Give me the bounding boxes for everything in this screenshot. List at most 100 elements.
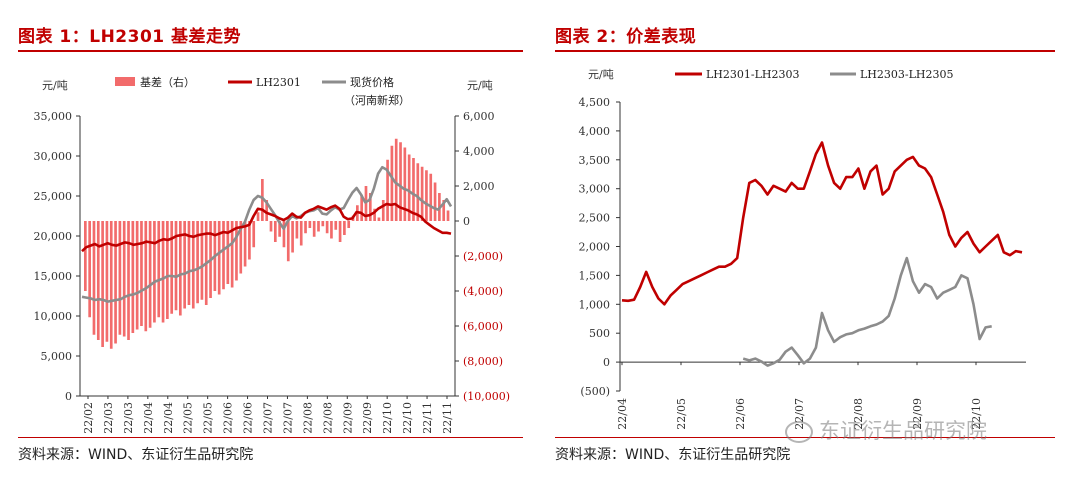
basis-bar bbox=[416, 163, 420, 221]
basis-bar bbox=[412, 158, 415, 221]
source-note: 资料来源：WIND、东证衍生品研究院 bbox=[18, 447, 254, 463]
basis-bar bbox=[304, 221, 307, 234]
watermark-text: 东证衍生品研究院 bbox=[819, 419, 987, 443]
basis-bar bbox=[235, 221, 238, 281]
basis-bar bbox=[312, 221, 316, 237]
x-tick-label: 22/05 bbox=[675, 398, 688, 430]
basis-bar bbox=[161, 221, 165, 323]
spread-2301-2303-line bbox=[621, 141, 1023, 306]
y-tick-label: 0 bbox=[603, 356, 610, 369]
basis-bar bbox=[105, 221, 109, 342]
chart-title: 图表 1：LH2301 基差走势 bbox=[18, 27, 242, 47]
basis-bar bbox=[330, 221, 333, 239]
x-tick-label: 22/09 bbox=[361, 402, 374, 434]
basis-bar bbox=[101, 221, 104, 347]
y-tick-label: 3,000 bbox=[579, 183, 611, 196]
y-tick-label: 1,000 bbox=[579, 298, 611, 311]
x-tick-label: 22/04 bbox=[616, 398, 629, 430]
basis-bar bbox=[446, 210, 450, 221]
y-tick-label-right: (10,000) bbox=[463, 390, 510, 403]
spread-2303-2305-line bbox=[742, 256, 992, 367]
y-tick-label-left: 5,000 bbox=[41, 350, 73, 363]
basis-bar bbox=[386, 159, 389, 221]
basis-bar bbox=[191, 221, 195, 309]
lh2301-line bbox=[81, 202, 452, 253]
y-tick-label-right: (4,000) bbox=[463, 285, 503, 298]
basis-bar bbox=[308, 221, 312, 228]
spot-price-line bbox=[81, 165, 453, 303]
x-tick-label: 22/07 bbox=[281, 402, 294, 434]
basis-bar bbox=[368, 193, 372, 221]
x-tick-label: 22/11 bbox=[441, 402, 454, 434]
basis-bar bbox=[183, 221, 186, 309]
basis-bar bbox=[295, 221, 299, 239]
legend-label-lh2301: LH2301 bbox=[256, 76, 301, 89]
y-tick-label-right: 6,000 bbox=[463, 110, 495, 123]
basis-bar bbox=[381, 200, 385, 221]
basis-bar bbox=[88, 221, 91, 318]
basis-bar bbox=[347, 221, 351, 228]
basis-bar bbox=[420, 166, 424, 221]
basis-bar bbox=[153, 221, 156, 323]
basis-bar bbox=[429, 173, 433, 221]
x-tick-label: 22/04 bbox=[142, 402, 155, 434]
basis-bar bbox=[360, 194, 364, 221]
y-tick-label-right: (8,000) bbox=[463, 355, 503, 368]
basis-bar bbox=[174, 221, 178, 311]
y-tick-label: 3,500 bbox=[579, 154, 611, 167]
basis-bar bbox=[248, 221, 251, 260]
basis-bar bbox=[96, 221, 100, 340]
basis-bar bbox=[217, 221, 221, 295]
basis-bar bbox=[109, 221, 113, 349]
y-tick-label-left: 10,000 bbox=[34, 310, 73, 323]
basis-bar bbox=[273, 221, 277, 242]
basis-bar bbox=[299, 221, 303, 246]
y-tick-label-right: (2,000) bbox=[463, 250, 503, 263]
y-axis-label-left: 元/吨 bbox=[42, 79, 68, 92]
basis-bar bbox=[338, 221, 342, 242]
basis-bar bbox=[269, 221, 273, 232]
basis-bar bbox=[377, 217, 381, 221]
basis-bar bbox=[157, 221, 161, 318]
basis-bar bbox=[433, 182, 437, 221]
basis-bar bbox=[364, 186, 368, 221]
x-tick-label: 22/02 bbox=[82, 402, 95, 434]
x-tick-label: 22/04 bbox=[162, 402, 175, 434]
basis-bar bbox=[334, 221, 338, 230]
title-rule bbox=[18, 50, 523, 52]
basis-bar bbox=[243, 221, 247, 267]
chart-title: 图表 2：价差表现 bbox=[555, 27, 697, 47]
basis-bar bbox=[407, 154, 411, 221]
basis-bar bbox=[390, 145, 394, 221]
y-tick-label: (500) bbox=[580, 385, 610, 398]
chart-panel-spread: 图表 2：价差表现 4,500 4,000 3,500 3,000 2,500 2,000… bbox=[540, 0, 1080, 481]
legend-label-2303-2305: LH2303-LH2305 bbox=[860, 68, 954, 81]
y-tick-label-left: 35,000 bbox=[34, 110, 73, 123]
basis-bar bbox=[222, 221, 225, 290]
basis-bar bbox=[187, 221, 191, 305]
watermark: 东证衍生品研究院 bbox=[785, 415, 1070, 445]
x-tick-label: 22/03 bbox=[122, 402, 135, 434]
legend-label-spot-sub: （河南新郑） bbox=[344, 93, 410, 107]
basis-bar bbox=[282, 221, 286, 248]
basis-chart: 35,000 30,000 25,000 20,000 15,000 10,000 5,00… bbox=[34, 75, 511, 434]
basis-bar bbox=[170, 221, 174, 314]
source-rule bbox=[18, 437, 523, 438]
basis-bar bbox=[442, 200, 446, 221]
legend-label-basis: 基差（右） bbox=[140, 75, 195, 89]
basis-bar bbox=[122, 221, 126, 337]
basis-bar bbox=[118, 221, 122, 335]
basis-bar bbox=[291, 221, 294, 253]
basis-bar bbox=[278, 221, 281, 237]
basis-bar bbox=[252, 221, 256, 248]
legend-swatch-basis bbox=[115, 77, 135, 86]
y-axis-label-right: 元/吨 bbox=[467, 79, 493, 92]
chart-panel-basis: 图表 1：LH2301 基差走势 35,000 30,000 25,000 20,00… bbox=[18, 27, 523, 463]
basis-bar bbox=[144, 221, 148, 332]
basis-bar bbox=[403, 147, 407, 221]
basis-bar bbox=[196, 221, 199, 304]
basis-bar bbox=[140, 221, 143, 326]
x-tick-label: 22/05 bbox=[182, 402, 195, 434]
x-tick-label: 22/08 bbox=[321, 402, 334, 434]
y-tick-label-right: (6,000) bbox=[463, 320, 503, 333]
